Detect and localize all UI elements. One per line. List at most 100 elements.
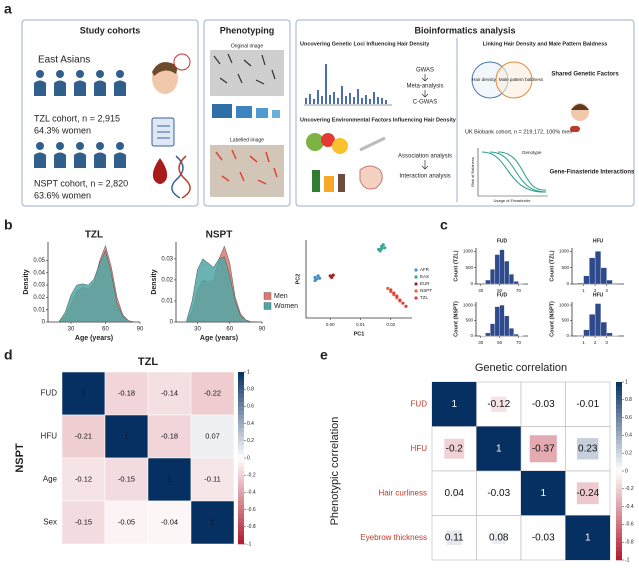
- heat-square: [494, 489, 503, 498]
- heat-square: [476, 426, 521, 471]
- cell-value: -0.03: [487, 488, 510, 499]
- heat-square: [529, 435, 557, 463]
- y-tick-label: 0.01: [33, 307, 45, 313]
- panel-label: e: [320, 347, 328, 363]
- heat-square: [539, 400, 548, 409]
- point: [380, 246, 384, 251]
- chart-title: HFU: [593, 292, 604, 298]
- colorbar-step: [616, 484, 622, 490]
- colorbar-step: [238, 432, 244, 437]
- face-icon: [152, 53, 191, 94]
- cell-value: -0.37: [532, 443, 555, 454]
- colorbar-step: [616, 524, 622, 530]
- y-tick-label: 0.03: [33, 283, 45, 289]
- heat-cell: [190, 500, 235, 545]
- box-title: Phenotyping: [220, 25, 275, 35]
- colorbar-step: [616, 439, 622, 445]
- colorbar-step: [616, 390, 622, 396]
- cell-value: 0.11: [445, 532, 464, 543]
- heat-square: [491, 396, 507, 412]
- point: [395, 294, 399, 298]
- y-tick-label: 500: [561, 265, 569, 270]
- y-tick-label: 1000: [463, 248, 474, 253]
- cell-value: -0.11: [204, 474, 221, 483]
- colorbar-step: [238, 397, 244, 403]
- y-tick-label: 500: [465, 265, 473, 270]
- y-tick-label: 0.02: [161, 277, 173, 283]
- row-label: Hair curliness: [379, 488, 427, 497]
- colorbar-label: 0.4: [625, 433, 632, 439]
- step: Meta-analysis: [406, 84, 443, 90]
- colorbar-step: [238, 427, 244, 433]
- cell-value: -0.05: [118, 517, 135, 526]
- colorbar-label: -1: [625, 557, 630, 563]
- colorbar-step: [238, 372, 244, 377]
- x-tick-label: 50: [497, 288, 503, 293]
- network-layer: [236, 106, 252, 118]
- chart-title: TZL: [85, 230, 103, 241]
- colorbar-label: -1: [247, 541, 252, 547]
- legend-swatch: [414, 268, 418, 272]
- colorbar-step: [616, 493, 622, 498]
- hist-bar: [606, 332, 613, 337]
- y-tick-label: 0: [42, 320, 46, 326]
- colorbar-step: [238, 518, 244, 523]
- point: [389, 288, 393, 292]
- cell-value: 1: [451, 399, 457, 410]
- y-tick-label: 0.02: [33, 295, 45, 301]
- colorbar-step: [238, 380, 244, 386]
- colorbar-step: [238, 535, 244, 540]
- y-tick-label: 1000: [559, 248, 570, 253]
- chart-title: NSPT: [206, 230, 233, 241]
- colorbar-step: [616, 462, 622, 467]
- x-tick-label: 0.00: [326, 322, 335, 327]
- hist-bar: [485, 279, 491, 285]
- colorbar-step: [238, 458, 244, 463]
- point: [318, 276, 322, 280]
- hist-bar: [485, 332, 491, 337]
- colorbar-step: [238, 462, 244, 467]
- cohort-box: [21, 19, 199, 207]
- person-icon: [94, 152, 106, 168]
- hist-bar: [589, 257, 596, 285]
- heat-square: [521, 471, 566, 516]
- network-layer: [256, 108, 268, 118]
- step: C-GWAS: [413, 100, 437, 106]
- cell-value: 1: [124, 431, 128, 440]
- hist-bar: [508, 328, 514, 337]
- point: [386, 286, 390, 290]
- point: [313, 278, 317, 283]
- cell-value: 0.23: [578, 443, 598, 454]
- hist-bar: [594, 251, 602, 285]
- y-tick-label: 0: [566, 333, 569, 338]
- network-layer: [272, 110, 280, 118]
- colorbar-label: 1: [625, 379, 628, 385]
- step: Interaction analysis: [399, 174, 450, 180]
- cell-value: -0.15: [75, 517, 92, 526]
- row-label: HFU: [41, 432, 58, 441]
- y-tick-label: 500: [561, 318, 569, 323]
- point: [401, 301, 405, 305]
- cell-value: -0.18: [118, 388, 135, 397]
- colorbar-label: -0.2: [625, 486, 634, 492]
- y-tick-label: 0: [470, 281, 473, 286]
- colorbar-label: 0: [625, 468, 628, 474]
- colorbar-label: 0.8: [625, 397, 632, 403]
- section-title: Uncovering Environmental Factors Influen…: [300, 117, 457, 123]
- colorbar-step: [616, 444, 622, 450]
- legend-swatch: [414, 275, 418, 279]
- hair-icon: [571, 104, 589, 110]
- y-axis-label: Density: [151, 269, 158, 294]
- legend-label: AFR: [420, 267, 430, 272]
- colorbar-step: [238, 423, 244, 429]
- cell-value: 1: [496, 443, 502, 454]
- cell-value: -0.03: [532, 532, 555, 543]
- heat-cell: [104, 457, 149, 502]
- colorbar-step: [238, 539, 244, 545]
- colorbar-step: [616, 386, 622, 392]
- colorbar-step: [616, 430, 622, 436]
- x-tick-label: 90: [259, 327, 266, 333]
- colorbar-step: [238, 419, 244, 424]
- colorbar-step: [616, 466, 622, 472]
